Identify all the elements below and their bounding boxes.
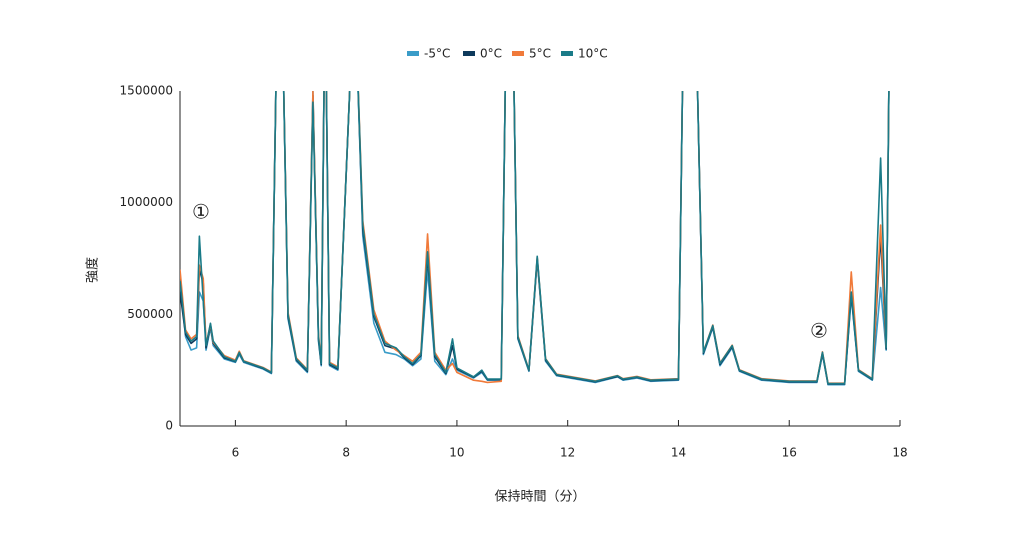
- annotation: ①: [192, 200, 210, 224]
- x-tick-label: 12: [560, 446, 575, 460]
- x-tick-label: 16: [782, 446, 797, 460]
- legend-swatch: [463, 51, 475, 56]
- x-tick-label: 10: [449, 446, 464, 460]
- legend-label: 5°C: [529, 47, 551, 61]
- legend-label: -5°C: [424, 47, 450, 61]
- y-tick-label: 1500000: [120, 84, 173, 98]
- legend-swatch: [561, 51, 573, 56]
- y-axis-label: 強度: [85, 257, 101, 283]
- x-tick-label: 14: [671, 446, 686, 460]
- x-tick-label: 18: [892, 446, 907, 460]
- legend-swatch: [407, 51, 419, 56]
- x-tick-label: 8: [342, 446, 350, 460]
- axes: [179, 91, 901, 427]
- y-tick-label: 1000000: [120, 195, 173, 209]
- plot-area: [180, 91, 890, 386]
- annotation: ②: [810, 319, 828, 343]
- y-tick-label: 500000: [127, 307, 173, 321]
- data-line: [180, 91, 890, 385]
- legend-swatch: [512, 51, 524, 56]
- x-tick-label: 6: [232, 446, 240, 460]
- labels: 保持時間（分） 強度 0 500000 1000000 1500000 6 8 10 12 14…: [85, 47, 908, 505]
- x-axis-label: 保持時間（分）: [494, 490, 585, 505]
- y-tick-label: 0: [165, 419, 173, 433]
- legend-label: 10°C: [578, 47, 608, 61]
- legend-label: 0°C: [480, 47, 502, 61]
